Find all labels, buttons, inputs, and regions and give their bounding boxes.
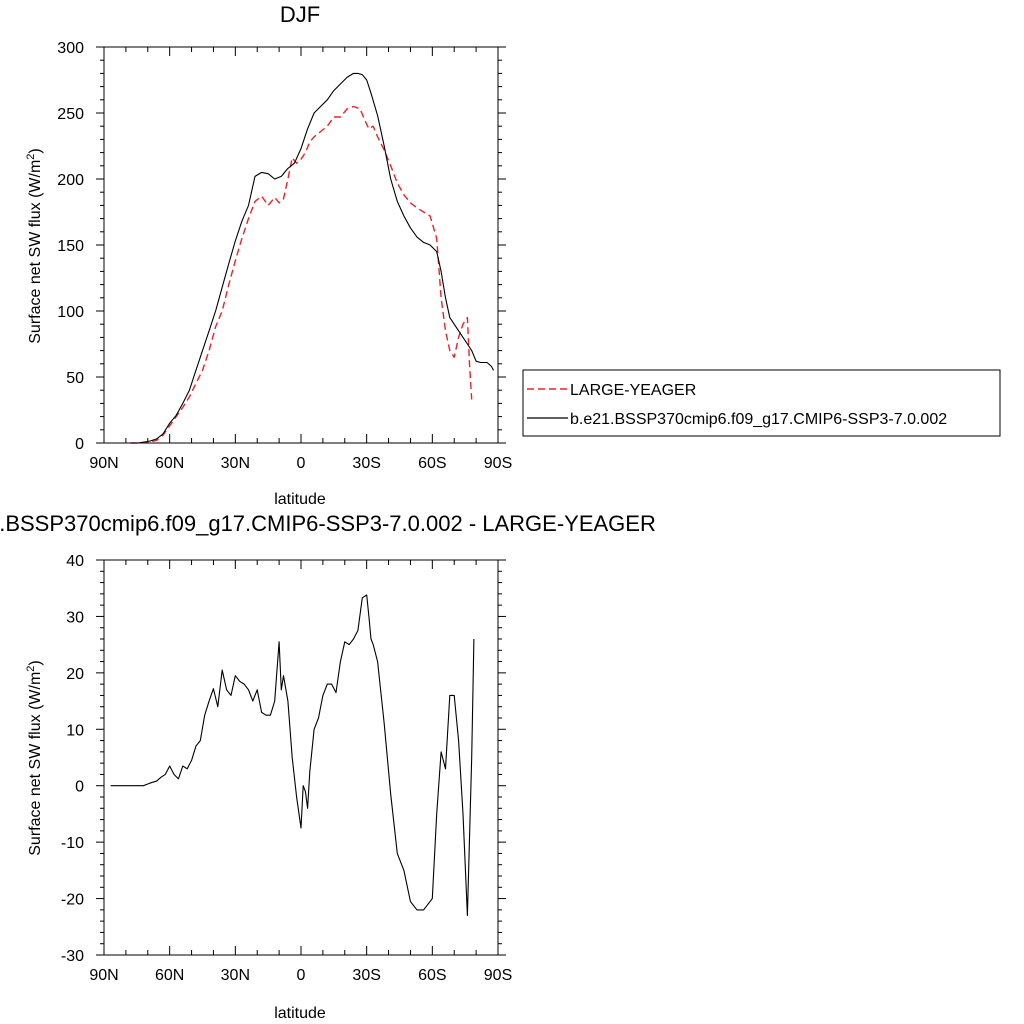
bottom-plot-area: 90N 60N 30N 0 30S 60S 90S -30 -20 -10 0 10 20 30 40 [61, 553, 512, 984]
x-tick-label: 90S [484, 967, 512, 984]
top-x-axis-label: latitude [274, 491, 326, 508]
bottom-y-axis-label: Surface net SW flux (W/m2) [25, 660, 44, 856]
y-tick-label: -20 [61, 892, 84, 909]
y-tick-label: 50 [66, 370, 84, 387]
y-tick-label: -10 [61, 835, 84, 852]
x-tick-label: 0 [297, 455, 306, 472]
y-tick-label: 0 [75, 779, 84, 796]
plot-frame [103, 46, 499, 444]
x-tick-label: 30S [352, 967, 380, 984]
y-tick-label: 0 [75, 436, 84, 453]
top-chart-title: DJF [280, 2, 320, 27]
x-tick-label: 60N [155, 455, 184, 472]
plot-frame [103, 559, 499, 956]
y-tick-label: 300 [57, 40, 84, 57]
top-chart: DJF 90N 60N 30N 0 30S 60S 90S 0 50 100 150 200 250 30… [25, 2, 1001, 508]
x-tick-label: 0 [297, 967, 306, 984]
x-tick-label: 30S [352, 455, 380, 472]
y-tick-label: 10 [66, 722, 84, 739]
y-tick-label: 150 [57, 238, 84, 255]
x-tick-label: 90S [484, 455, 512, 472]
y-tick-label: 20 [66, 666, 84, 683]
y-tick-label: 30 [66, 609, 84, 626]
legend: LARGE-YEAGER b.e21.BSSP370cmip6.f09_g17.… [522, 369, 1001, 437]
y-tick-label: 200 [57, 172, 84, 189]
x-tick-label: 60N [155, 967, 184, 984]
legend-box [522, 369, 1001, 437]
series-line-b-e21-bssp370cmip6-f09-g17-cmip6-ssp3-7-0-002 [130, 72, 495, 444]
top-plot-area: 90N 60N 30N 0 30S 60S 90S 0 50 100 150 200 250 300 [57, 40, 512, 472]
legend-entry-large-yeager: LARGE-YEAGER [570, 382, 696, 399]
top-y-axis-label: Surface net SW flux (W/m2) [25, 148, 44, 344]
bottom-x-axis-label: latitude [274, 1005, 326, 1022]
legend-entry-model: b.e21.BSSP370cmip6.f09_g17.CMIP6-SSP3-7.… [570, 411, 947, 428]
x-tick-label: 90N [89, 967, 118, 984]
y-tick-label: 100 [57, 304, 84, 321]
y-tick-label: 40 [66, 553, 84, 570]
x-tick-label: 30N [221, 967, 250, 984]
x-tick-label: 60S [418, 455, 446, 472]
difference-line [110, 594, 475, 917]
bottom-chart-title: b.e21.BSSP370cmip6.f09_g17.CMIP6-SSP3-7.… [0, 511, 656, 536]
bottom-chart: b.e21.BSSP370cmip6.f09_g17.CMIP6-SSP3-7.… [0, 511, 656, 1022]
x-tick-label: 30N [221, 455, 250, 472]
series-line-large-yeager [130, 105, 473, 444]
x-tick-label: 90N [89, 455, 118, 472]
y-tick-label: -30 [61, 948, 84, 965]
y-tick-label: 250 [57, 106, 84, 123]
x-tick-label: 60S [418, 967, 446, 984]
